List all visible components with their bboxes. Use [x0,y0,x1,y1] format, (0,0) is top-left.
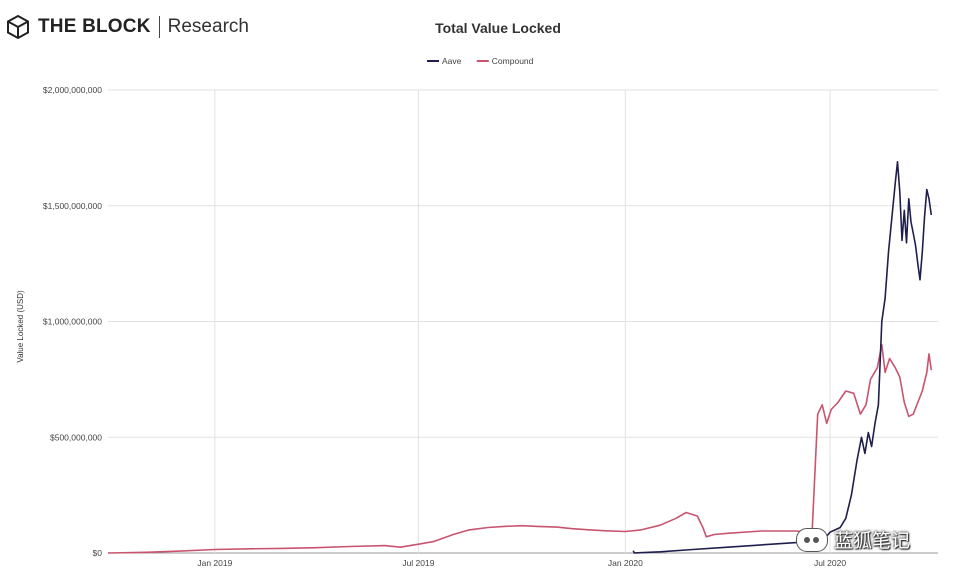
wechat-icon [796,527,828,552]
brand-logo: THE BLOCK Research [6,14,249,40]
watermark: 蓝狐笔记 [796,526,910,553]
hexagon-cube-icon [7,14,29,40]
chart-title: Total Value Locked [435,20,561,36]
y-axis-ticks: $0 $500,000,000 $1,000,000,000 $1,500,000,0… [43,85,102,558]
series-line-compound [107,343,933,554]
brand-name: THE BLOCK [38,16,151,37]
chart-title-wrap: Total Value Locked [0,20,960,36]
x-tick-label: Jul 2019 [402,558,434,568]
chart-legend: Aave Compound [427,56,534,66]
y-tick-label: $500,000,000 [50,432,102,442]
series-line-aave [632,161,933,554]
legend-label: Aave [442,56,462,66]
x-tick-label: Jan 2020 [608,558,643,568]
brand-divider [158,16,160,38]
y-tick-label: $1,000,000,000 [43,317,102,327]
y-axis-label: Value Locked (USD) [16,290,25,363]
chart-grid [108,89,938,554]
y-tick-label: $0 [93,548,103,558]
brand-subtitle: Research [167,16,249,37]
y-tick-label: $1,500,000,000 [43,201,102,211]
chart-series [107,161,933,554]
legend-label: Compound [492,56,534,66]
x-axis-ticks: Jan 2019 Jul 2019 Jan 2020 Jul 2020 [197,558,846,568]
x-tick-label: Jul 2020 [814,558,846,568]
watermark-text: 蓝狐笔记 [834,530,911,552]
y-tick-label: $2,000,000,000 [43,85,102,95]
x-tick-label: Jan 2019 [197,558,232,568]
